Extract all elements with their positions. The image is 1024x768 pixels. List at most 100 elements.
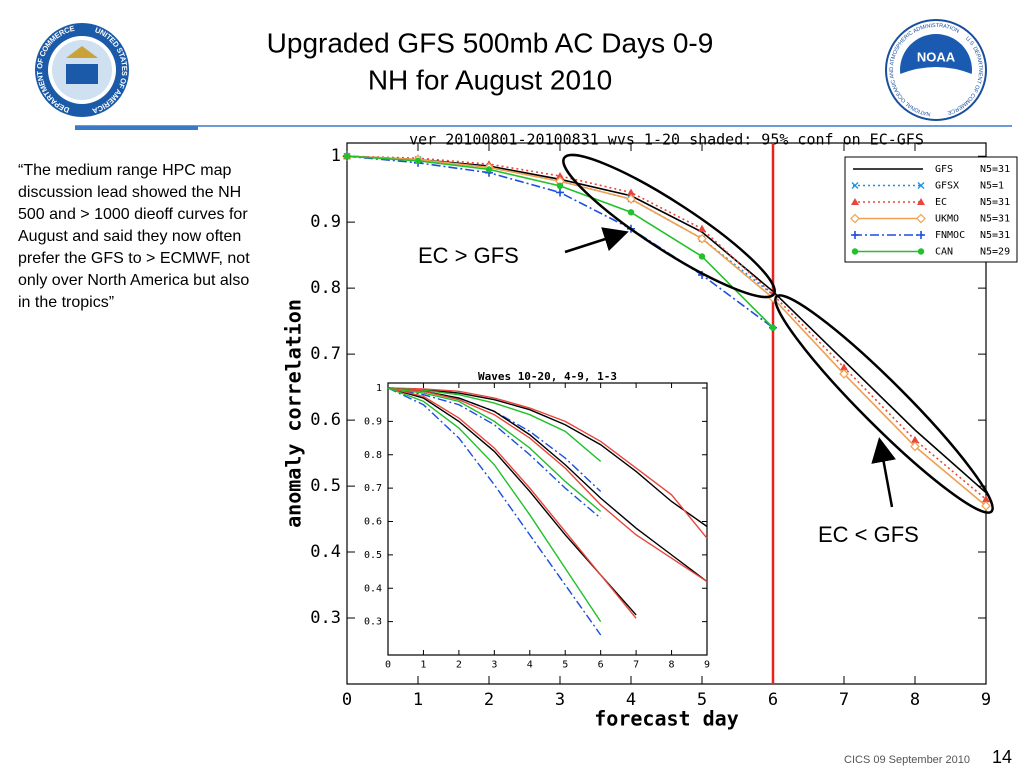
y-tick-label: 0.9	[310, 212, 341, 232]
x-tick-label: 1	[413, 690, 423, 710]
marker	[851, 198, 859, 205]
y-axis-label: anomaly correlation	[282, 299, 306, 528]
legend-label: EC	[935, 197, 947, 208]
marker	[485, 166, 493, 173]
legend-count: N5=31	[980, 197, 1010, 208]
series-line	[387, 387, 602, 462]
x-tick-label: 3	[491, 660, 497, 671]
marker	[626, 194, 636, 204]
commerce-logo: DEPARTMENT OF COMMERCE UNITED STATES OF …	[35, 23, 129, 117]
quote: “The medium range HPC map discussion lea…	[18, 162, 250, 311]
x-tick-label: 7	[633, 660, 639, 671]
x-tick-label: 2	[456, 660, 462, 671]
slide-title: Upgraded GFS 500mb AC Days 0-9	[267, 27, 714, 58]
x-tick-label: 8	[669, 660, 675, 671]
marker	[840, 363, 848, 371]
legend-label: CAN	[935, 247, 953, 258]
marker	[627, 209, 635, 216]
marker	[343, 152, 351, 160]
page-number: 14	[992, 747, 1012, 767]
marker	[698, 253, 706, 260]
marker	[910, 441, 920, 452]
arrow	[564, 227, 629, 254]
x-tick-label: 5	[562, 660, 568, 671]
marker	[851, 231, 859, 239]
annotation: EC < GFS	[818, 522, 919, 547]
noaa-logo: NOAA NATIONAL OCEANIC AND ATMOSPHERIC AD…	[885, 19, 987, 121]
marker	[556, 171, 564, 179]
footer: CICS 09 September 2010	[844, 754, 970, 766]
chart-title: Waves 10-20, 4-9, 1-3	[478, 370, 617, 383]
y-tick-label: 0.7	[310, 344, 341, 364]
y-tick-label: 0.8	[310, 278, 341, 298]
legend-label: GFSX	[935, 181, 959, 192]
highlight-ellipse	[774, 294, 994, 514]
marker	[769, 324, 777, 331]
x-tick-label: 1	[420, 660, 426, 671]
y-tick-label: 0.4	[310, 542, 341, 562]
y-tick-label: 0.3	[364, 617, 382, 628]
x-tick-label: 0	[385, 660, 391, 671]
marker	[917, 248, 925, 255]
annotation: EC > GFS	[418, 243, 519, 268]
series-line	[387, 387, 708, 583]
series-line	[387, 387, 708, 528]
y-tick-label: 0.5	[364, 550, 382, 561]
marker	[916, 213, 926, 224]
legend-count: N5=31	[980, 230, 1010, 241]
y-tick-label: 0.9	[364, 416, 382, 427]
y-tick-label: 0.5	[310, 476, 341, 496]
x-axis-label: forecast day	[594, 707, 739, 731]
x-tick-label: 4	[626, 690, 636, 710]
y-tick-label: 0.6	[364, 517, 382, 528]
series-line	[346, 155, 987, 507]
marker	[697, 233, 707, 244]
x-tick-label: 8	[910, 690, 920, 710]
series-line	[387, 387, 602, 513]
x-tick-label: 3	[555, 690, 565, 710]
x-tick-label: 6	[768, 690, 778, 710]
marker	[911, 435, 919, 443]
y-tick-label: 0.8	[364, 450, 382, 461]
marker	[556, 182, 564, 190]
noaa-text: NOAA	[917, 49, 956, 64]
legend-label: FNMOC	[935, 230, 965, 241]
legend-count: N5=31	[980, 164, 1010, 175]
x-tick-label: 2	[484, 690, 494, 710]
marker	[556, 188, 564, 197]
series-line	[387, 387, 602, 623]
series-line	[387, 387, 637, 619]
marker	[982, 495, 990, 503]
legend-label: UKMO	[935, 214, 959, 225]
x-tick-label: 9	[981, 690, 991, 710]
y-tick-label: 0.3	[310, 608, 341, 628]
x-tick-label: 0	[342, 690, 352, 710]
x-tick-label: 6	[598, 660, 604, 671]
marker	[981, 501, 991, 511]
x-tick-label: 9	[704, 660, 710, 671]
legend-count: N5=29	[980, 247, 1010, 258]
marker	[850, 213, 860, 224]
marker	[839, 369, 849, 379]
legend-count: N5=31	[980, 214, 1010, 225]
series-line	[387, 387, 708, 583]
y-tick-label: 1	[376, 383, 382, 394]
series-line	[387, 387, 602, 519]
marker	[627, 188, 635, 196]
highlight-ellipse	[562, 153, 776, 299]
legend	[844, 156, 1018, 263]
legend-label: GFS	[935, 164, 953, 175]
marker	[414, 157, 422, 165]
marker	[851, 248, 859, 255]
x-tick-label: 7	[839, 690, 849, 710]
series-line	[387, 387, 708, 539]
y-tick-label: 0.6	[310, 410, 341, 430]
y-tick-label: 0.4	[364, 583, 382, 594]
charts: ver 20100801-20100831 wvs 1-20 shaded: 9…	[282, 131, 1018, 731]
x-tick-label: 4	[527, 660, 533, 671]
legend-count: N5=1	[980, 181, 1004, 192]
slide-title: NH for August 2010	[368, 64, 612, 95]
y-tick-label: 0.7	[364, 483, 382, 494]
